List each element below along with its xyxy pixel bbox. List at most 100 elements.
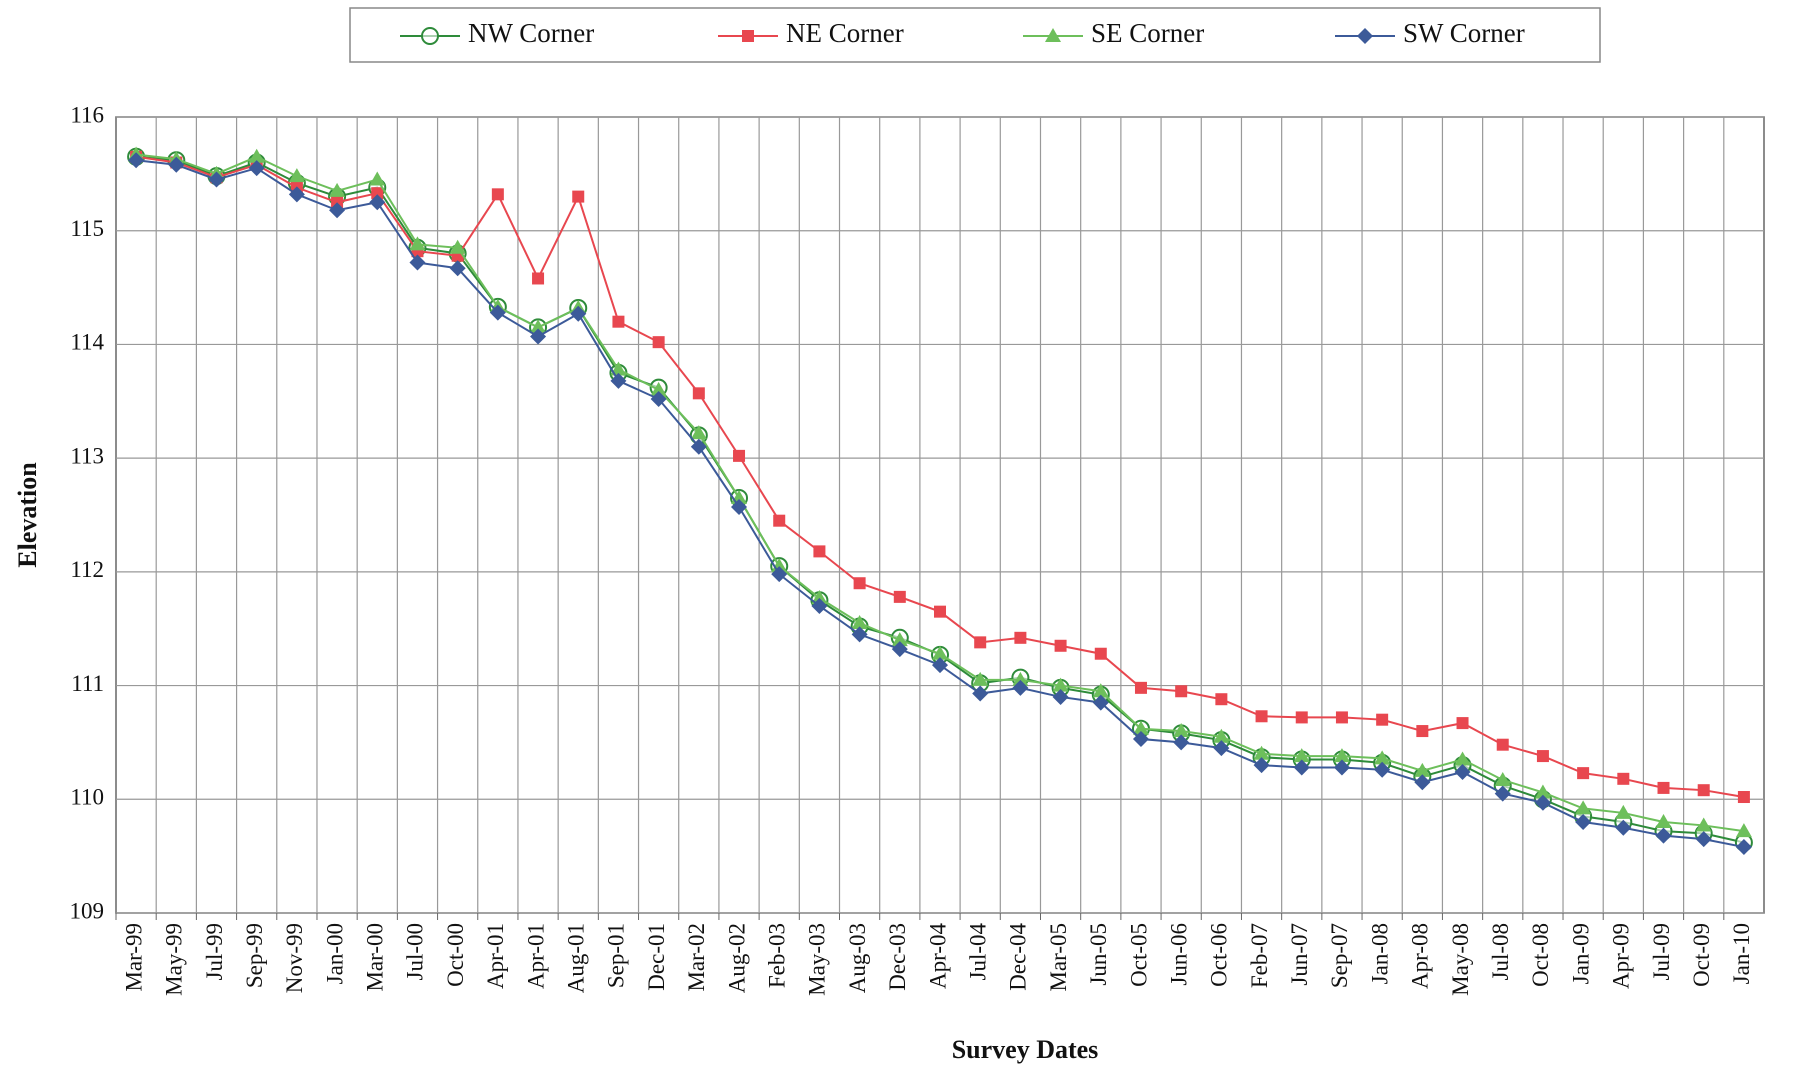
y-tick-label: 115 — [70, 216, 104, 241]
data-point — [1454, 751, 1471, 766]
x-tick-label: Sep-99 — [242, 923, 267, 988]
data-point — [813, 545, 826, 558]
data-point — [1617, 772, 1630, 785]
data-point — [1213, 728, 1230, 743]
data-point — [1173, 723, 1190, 738]
data-point — [1092, 694, 1109, 711]
data-point — [1376, 713, 1389, 726]
x-tick-label: Aug-01 — [564, 923, 589, 993]
data-point — [1615, 819, 1632, 836]
data-point — [371, 187, 384, 200]
data-point — [449, 260, 466, 277]
data-point — [1454, 763, 1471, 780]
x-tick-label: Oct-00 — [443, 923, 468, 987]
data-point — [449, 239, 466, 254]
data-point — [489, 304, 506, 321]
data-point — [733, 449, 746, 462]
legend-label: NW Corner — [468, 18, 594, 48]
x-tick-label: Apr-01 — [523, 923, 548, 989]
data-point — [1213, 740, 1230, 757]
x-tick-label: Dec-01 — [644, 923, 669, 991]
x-axis-title: Survey Dates — [952, 1035, 1099, 1064]
data-point — [610, 372, 627, 389]
legend-label: SE Corner — [1091, 18, 1204, 48]
data-point — [1175, 685, 1188, 698]
data-point — [1094, 647, 1107, 660]
data-point — [773, 514, 786, 527]
data-point — [690, 425, 707, 440]
data-point — [409, 254, 426, 271]
x-tick-label: May-99 — [162, 923, 187, 996]
data-point — [491, 188, 504, 201]
data-point — [1335, 711, 1348, 724]
data-point — [932, 645, 948, 660]
x-tick-label: Oct-06 — [1207, 923, 1232, 987]
data-point — [1575, 800, 1592, 815]
data-point — [1536, 750, 1549, 763]
data-point — [851, 615, 868, 630]
data-point — [1052, 677, 1069, 692]
data-point — [811, 590, 828, 605]
data-point — [972, 671, 989, 686]
data-point — [1054, 639, 1067, 652]
x-tick-label: Jul-08 — [1488, 923, 1513, 981]
x-tick-label: May-08 — [1448, 923, 1473, 996]
y-tick-label: 116 — [70, 102, 104, 127]
y-tick-label: 110 — [70, 785, 104, 810]
data-point — [1215, 693, 1228, 706]
legend-label: NE Corner — [786, 18, 904, 48]
x-tick-label: Jan-00 — [322, 923, 347, 984]
legend-marker — [1045, 28, 1061, 42]
data-point — [1697, 784, 1710, 797]
data-point — [1374, 761, 1391, 778]
data-point — [811, 597, 828, 614]
x-tick-label: Apr-04 — [925, 923, 950, 989]
data-point — [692, 387, 705, 400]
data-point — [974, 636, 987, 649]
x-tick-label: Jul-04 — [965, 923, 990, 981]
x-tick-label: Feb-07 — [1247, 923, 1272, 988]
x-tick-label: Apr-01 — [483, 923, 508, 989]
data-point — [851, 626, 868, 643]
data-point — [1134, 681, 1147, 694]
x-tick-label: Sep-07 — [1327, 923, 1352, 988]
data-point — [1655, 814, 1672, 829]
data-point — [208, 171, 225, 188]
data-point — [1052, 688, 1069, 705]
data-point — [572, 190, 585, 203]
x-tick-label: Mar-99 — [121, 923, 146, 992]
x-tick-label: Mar-02 — [684, 923, 709, 992]
data-point — [1132, 720, 1149, 735]
x-tick-label: Jul-00 — [403, 923, 428, 981]
data-point — [1735, 839, 1752, 856]
x-tick-label: Mar-05 — [1046, 923, 1071, 992]
x-tick-label: Jan-10 — [1729, 923, 1754, 984]
legend-marker — [742, 30, 754, 42]
y-tick-label: 114 — [70, 330, 104, 355]
data-point — [972, 685, 989, 702]
x-tick-label: Jul-99 — [202, 923, 227, 981]
data-point — [1416, 725, 1429, 738]
data-point — [532, 272, 545, 285]
data-point — [409, 236, 426, 251]
legend-marker — [421, 27, 439, 45]
x-tick-label: Mar-00 — [363, 923, 388, 992]
x-tick-label: Aug-02 — [724, 923, 749, 993]
data-point — [1092, 683, 1109, 698]
x-tick-label: Dec-03 — [885, 923, 910, 991]
data-point — [1414, 762, 1431, 777]
y-tick-label: 109 — [70, 898, 105, 923]
data-point — [248, 148, 265, 163]
data-point — [1494, 771, 1511, 786]
y-tick-label: 112 — [70, 557, 104, 582]
data-point — [1293, 759, 1310, 776]
x-tick-label: Oct-08 — [1528, 923, 1553, 987]
data-point — [1655, 827, 1672, 844]
data-point — [168, 156, 185, 173]
data-point — [771, 566, 788, 583]
data-point — [1735, 823, 1752, 838]
data-point — [650, 391, 667, 408]
data-point — [1615, 804, 1632, 819]
data-point — [1695, 831, 1712, 848]
